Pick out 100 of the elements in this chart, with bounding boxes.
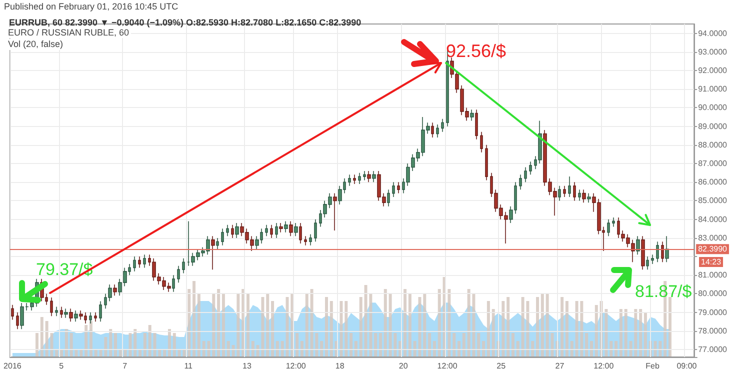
bar	[251, 341, 254, 357]
candlestick	[172, 274, 175, 292]
y-tick-label: 81.0000	[698, 270, 728, 280]
bar	[89, 321, 92, 357]
candlestick	[358, 172, 361, 184]
candlestick	[656, 241, 659, 263]
candlestick	[348, 174, 351, 186]
bar	[271, 301, 274, 357]
candlestick	[436, 124, 439, 138]
y-tick-label: 85.0000	[698, 196, 728, 206]
candlestick	[607, 218, 610, 236]
candlestick	[226, 224, 229, 236]
candlestick	[11, 304, 14, 320]
candlestick	[480, 132, 483, 153]
candlestick	[270, 224, 273, 238]
candlestick	[641, 236, 645, 270]
ref-line-label: 82.3990	[698, 244, 728, 254]
candlestick	[651, 254, 654, 264]
candlestick	[665, 236, 669, 263]
y-tick-label: 79.0000	[698, 308, 728, 317]
candlestick	[211, 236, 215, 270]
candlestick	[387, 189, 390, 207]
bar	[614, 341, 618, 357]
candlestick	[475, 109, 478, 140]
bar	[172, 333, 176, 357]
candlestick	[485, 144, 488, 181]
bar	[114, 333, 118, 357]
candlestick	[353, 174, 356, 184]
bar	[432, 341, 436, 357]
bar	[590, 341, 593, 357]
bar	[428, 333, 432, 357]
bar	[192, 281, 196, 357]
candlestick	[294, 222, 298, 236]
y-tick-label: 78.0000	[698, 326, 728, 336]
x-tick-label: 13	[242, 362, 252, 370]
bar	[222, 293, 225, 357]
bar	[325, 297, 328, 357]
bar	[408, 293, 412, 357]
candlestick	[392, 182, 395, 198]
bar	[540, 293, 544, 357]
x-tick-label: 7	[122, 362, 128, 370]
bar	[64, 329, 68, 357]
candlestick	[372, 170, 376, 183]
candlestick	[524, 166, 527, 183]
bar	[35, 333, 38, 357]
x-tick-label: 25	[496, 362, 506, 370]
candlestick	[94, 312, 97, 322]
y-tick-label: 84.0000	[698, 214, 728, 224]
text: Published on February 01, 2016 10:45 UTC	[4, 2, 179, 12]
bar	[354, 341, 358, 357]
x-tick-label: 5	[59, 362, 64, 370]
bar	[246, 293, 250, 357]
candlestick	[636, 236, 640, 256]
bar	[276, 341, 279, 357]
bar	[482, 341, 486, 357]
x-tick-label: 20	[398, 362, 408, 370]
bar	[458, 341, 461, 357]
bar	[330, 301, 333, 357]
candlestick	[304, 236, 307, 246]
bar	[511, 333, 514, 357]
bar	[565, 301, 568, 357]
candlestick	[216, 238, 219, 250]
bar	[506, 297, 510, 357]
candlestick	[367, 170, 371, 183]
x-tick-label: 2016	[4, 362, 22, 370]
bar	[486, 301, 490, 357]
annotation: 81.87/$	[635, 282, 692, 301]
bar	[624, 309, 628, 357]
candlestick	[99, 300, 102, 322]
bar	[448, 289, 451, 357]
bar	[536, 297, 540, 357]
y-tick-label: 77.0000	[698, 345, 728, 354]
candlestick	[275, 222, 278, 238]
candlestick	[182, 258, 185, 274]
chart-subtitle: EURO / RUSSIAN RUBLE, 60	[8, 28, 130, 38]
bar	[168, 329, 171, 357]
candlestick	[646, 256, 649, 270]
candlestick	[470, 109, 474, 122]
candlestick	[16, 312, 19, 330]
candlestick	[177, 265, 180, 283]
bar	[384, 289, 387, 357]
bar	[296, 333, 299, 357]
x-tick-label: 18	[335, 362, 345, 370]
bar	[560, 297, 564, 357]
bar	[226, 341, 230, 357]
candlestick	[299, 222, 302, 244]
candlestick	[289, 220, 293, 236]
candlestick	[397, 182, 400, 194]
bar	[594, 305, 598, 357]
y-tick-label: 94.0000	[698, 28, 728, 38]
candlestick	[333, 192, 337, 231]
candlestick	[558, 185, 561, 202]
y-tick-label: 80.0000	[698, 289, 728, 298]
y-tick-label: 88.0000	[698, 140, 728, 150]
candlestick	[431, 122, 434, 138]
candlestick	[55, 306, 58, 316]
bar	[404, 289, 407, 357]
candlestick	[113, 284, 117, 296]
text: 14:23	[701, 258, 722, 266]
x-tick-label: 12:00	[437, 362, 458, 370]
